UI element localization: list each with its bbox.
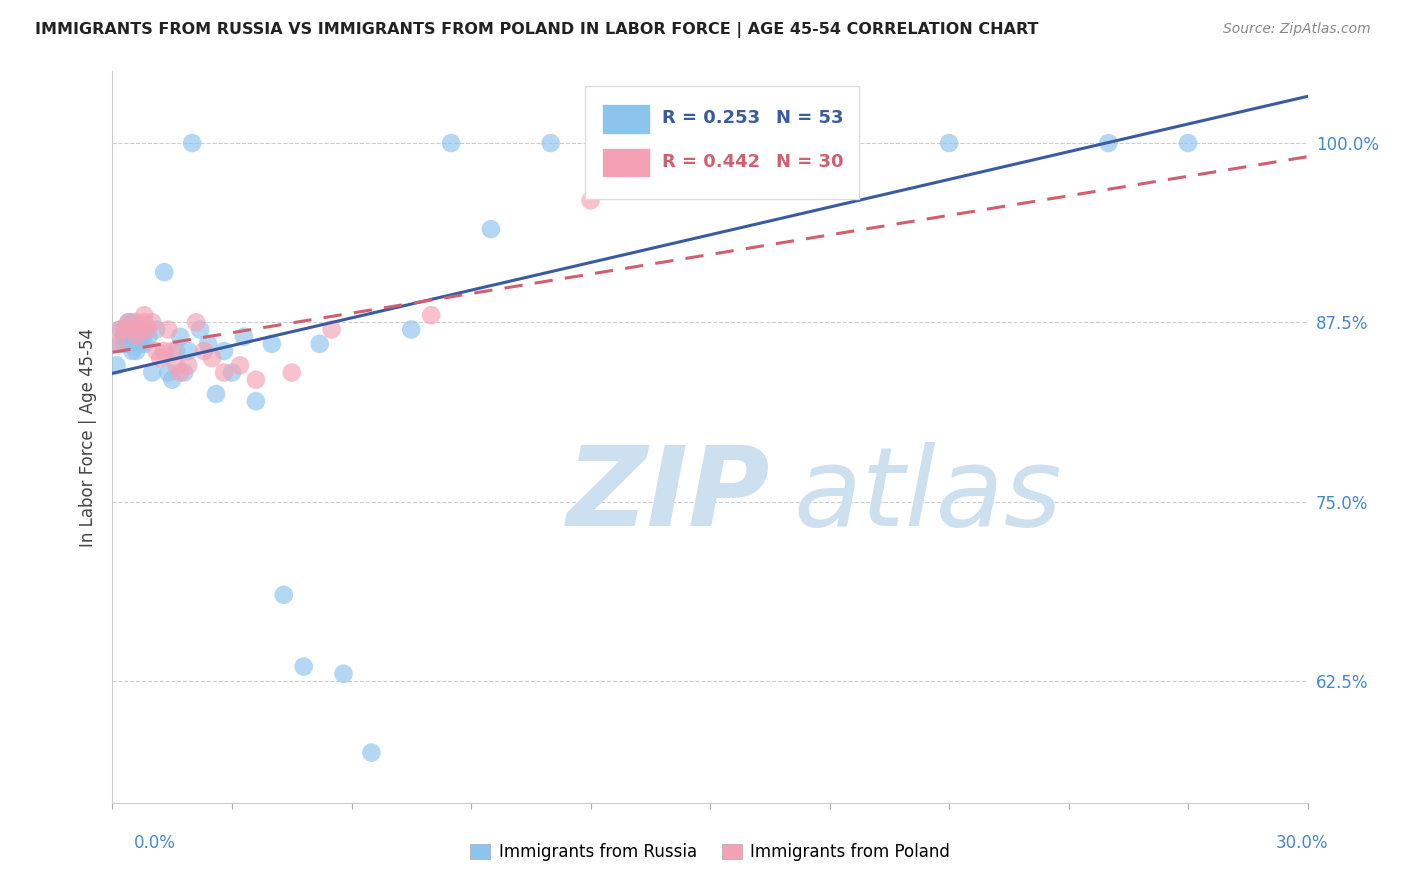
Point xyxy=(134,315,156,329)
Point xyxy=(121,329,143,343)
FancyBboxPatch shape xyxy=(603,104,651,134)
Point xyxy=(157,322,180,336)
Point xyxy=(233,329,256,343)
Point xyxy=(117,322,139,336)
Point xyxy=(260,336,283,351)
Point xyxy=(201,351,224,366)
Point xyxy=(117,336,139,351)
Point xyxy=(165,359,187,373)
Point xyxy=(157,366,180,380)
Point xyxy=(245,373,267,387)
Point xyxy=(141,366,163,380)
Point xyxy=(110,322,132,336)
Point xyxy=(129,329,152,343)
Point xyxy=(205,387,228,401)
Point xyxy=(229,359,252,373)
Point xyxy=(718,136,741,150)
Text: Source: ZipAtlas.com: Source: ZipAtlas.com xyxy=(1223,22,1371,37)
Point xyxy=(121,322,143,336)
Point xyxy=(125,322,148,336)
Point xyxy=(938,136,960,150)
Point xyxy=(134,308,156,322)
Point xyxy=(114,336,135,351)
Text: 0.0%: 0.0% xyxy=(134,834,176,852)
Text: N = 53: N = 53 xyxy=(776,109,844,128)
Point xyxy=(360,746,382,760)
Point xyxy=(188,322,211,336)
Point xyxy=(619,136,641,150)
Point xyxy=(799,136,821,150)
Point xyxy=(197,336,219,351)
Point xyxy=(114,322,135,336)
Point xyxy=(540,136,562,150)
Point xyxy=(221,366,243,380)
Point xyxy=(110,336,132,351)
Text: atlas: atlas xyxy=(793,442,1063,549)
Point xyxy=(479,222,502,236)
Point xyxy=(308,336,330,351)
Point xyxy=(121,344,143,359)
Point xyxy=(321,322,343,336)
Point xyxy=(125,315,148,329)
Point xyxy=(212,344,235,359)
Point xyxy=(121,315,143,329)
Point xyxy=(1177,136,1199,150)
Point xyxy=(177,344,200,359)
Point xyxy=(579,194,602,208)
Point xyxy=(141,315,163,329)
Text: IMMIGRANTS FROM RUSSIA VS IMMIGRANTS FROM POLAND IN LABOR FORCE | AGE 45-54 CORR: IMMIGRANTS FROM RUSSIA VS IMMIGRANTS FRO… xyxy=(35,22,1039,38)
Point xyxy=(193,344,215,359)
Point xyxy=(138,329,160,343)
Text: 30.0%: 30.0% xyxy=(1277,834,1329,852)
Point xyxy=(114,329,135,343)
Point xyxy=(134,322,156,336)
FancyBboxPatch shape xyxy=(603,148,651,178)
Point xyxy=(173,366,195,380)
Point xyxy=(145,344,167,359)
Point xyxy=(169,329,191,343)
Point xyxy=(212,366,235,380)
Text: N = 30: N = 30 xyxy=(776,153,844,171)
Legend: Immigrants from Russia, Immigrants from Poland: Immigrants from Russia, Immigrants from … xyxy=(464,837,956,868)
Point xyxy=(281,366,304,380)
Point xyxy=(273,588,295,602)
Point xyxy=(117,315,139,329)
Point xyxy=(440,136,463,150)
Point xyxy=(165,344,187,359)
Point xyxy=(105,359,128,373)
Point xyxy=(186,315,208,329)
Point xyxy=(138,322,160,336)
Point xyxy=(125,344,148,359)
Point xyxy=(153,344,176,359)
Point xyxy=(332,666,354,681)
Point xyxy=(129,322,152,336)
Point xyxy=(110,322,132,336)
Point xyxy=(181,136,204,150)
Point xyxy=(125,329,148,343)
Point xyxy=(162,344,183,359)
Point xyxy=(169,366,191,380)
Point xyxy=(401,322,423,336)
Point xyxy=(292,659,315,673)
Point xyxy=(153,265,176,279)
Point xyxy=(105,336,128,351)
Text: ZIP: ZIP xyxy=(567,442,770,549)
Y-axis label: In Labor Force | Age 45-54: In Labor Force | Age 45-54 xyxy=(79,327,97,547)
Point xyxy=(420,308,443,322)
Point xyxy=(177,359,200,373)
Point xyxy=(145,322,167,336)
Point xyxy=(162,373,183,387)
Point xyxy=(245,394,267,409)
Text: R = 0.442: R = 0.442 xyxy=(662,153,761,171)
Point xyxy=(149,351,172,366)
Point xyxy=(114,322,135,336)
Point xyxy=(125,329,148,343)
Point xyxy=(134,336,156,351)
Point xyxy=(1097,136,1119,150)
Point xyxy=(117,315,139,329)
Point xyxy=(129,336,152,351)
Text: R = 0.253: R = 0.253 xyxy=(662,109,761,128)
FancyBboxPatch shape xyxy=(585,86,859,200)
